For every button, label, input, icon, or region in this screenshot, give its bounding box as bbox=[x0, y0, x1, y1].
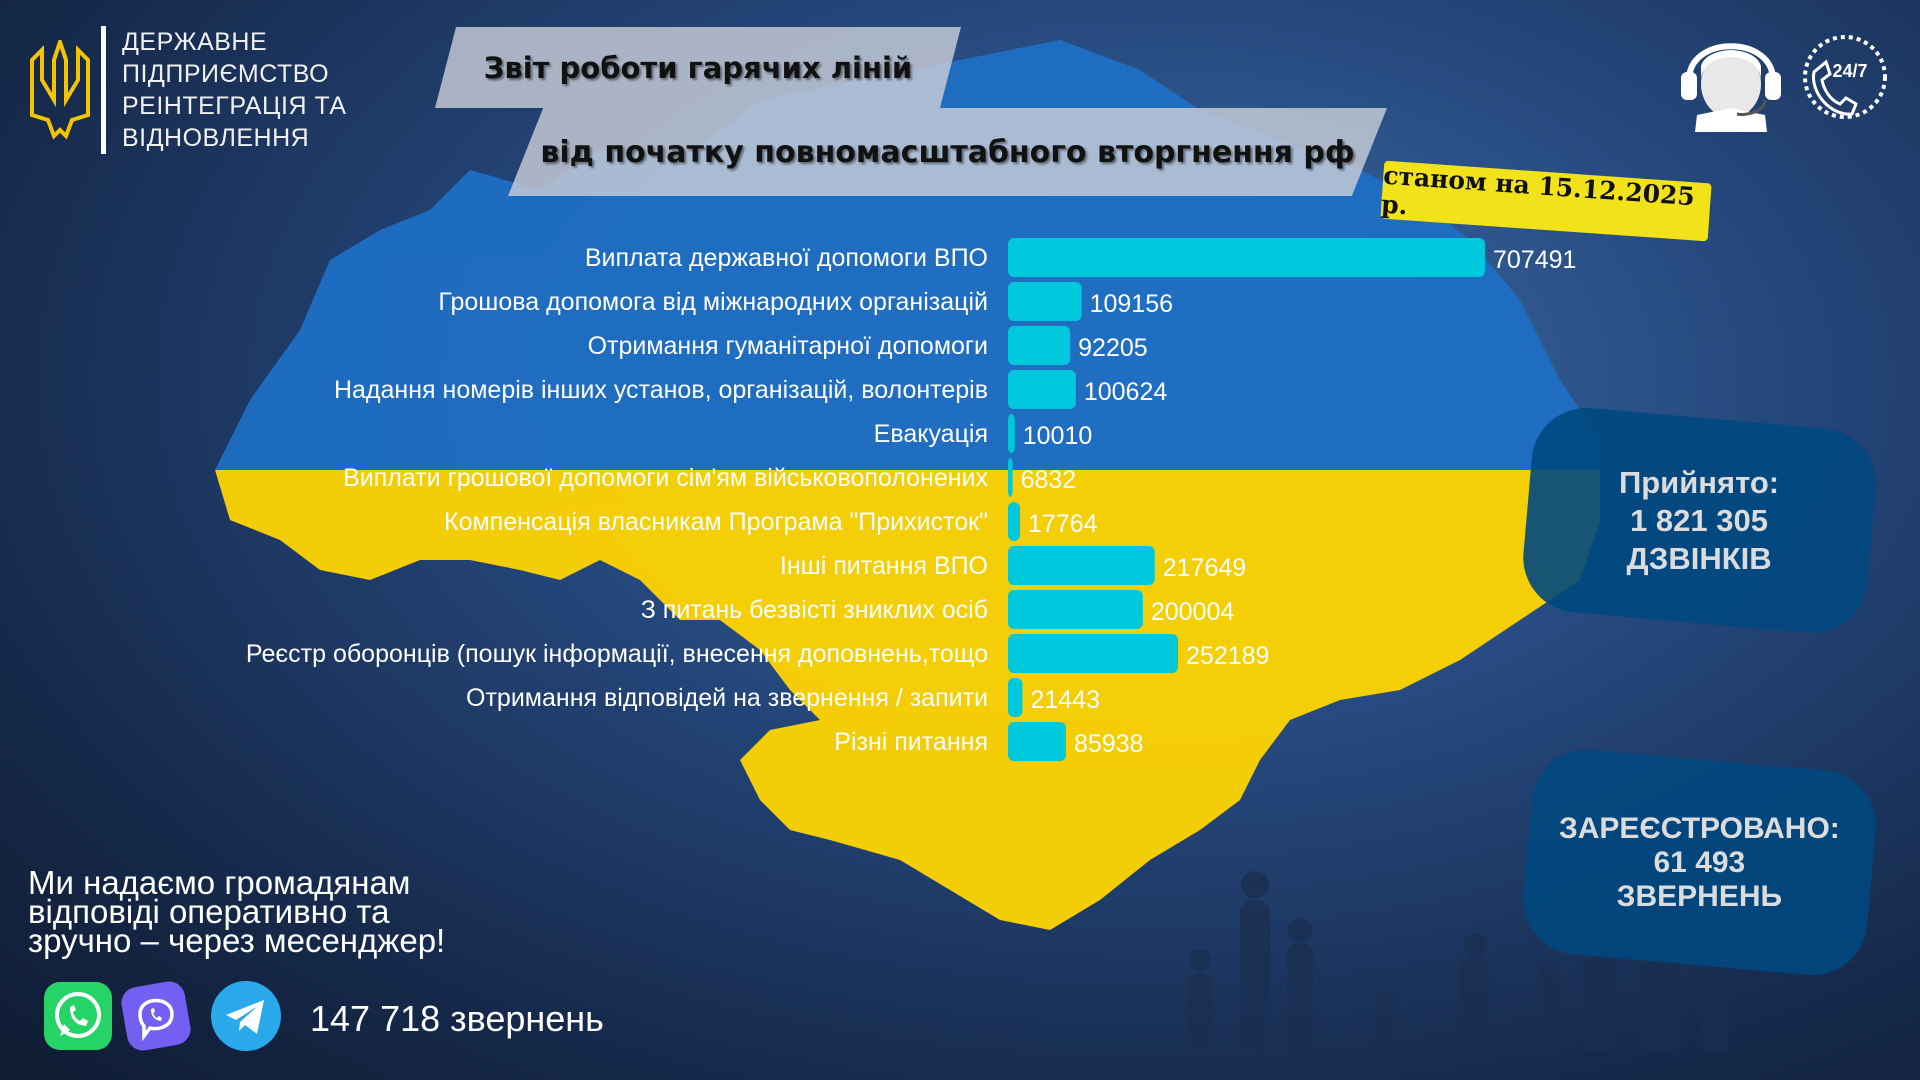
category-label: Виплати грошової допомоги сім'ям військо… bbox=[343, 464, 988, 492]
accepted-calls-box: Прийнято: 1 821 305 ДЗВІНКІВ bbox=[1518, 403, 1881, 638]
org-line: ВІДНОВЛЕННЯ bbox=[122, 124, 310, 152]
data-label: 200004 bbox=[1151, 598, 1235, 626]
support-label: 24/7 bbox=[1832, 61, 1867, 81]
category-label: Евакуація bbox=[874, 420, 988, 448]
headset-operator-icon bbox=[1681, 43, 1781, 132]
bar bbox=[1008, 546, 1155, 585]
accepted-unit: ДЗВІНКІВ bbox=[1626, 540, 1773, 576]
category-label: Виплата державної допомоги ВПО bbox=[585, 244, 988, 272]
registered-label: ЗАРЕЄСТРОВАНО: bbox=[1559, 811, 1840, 845]
category-label: Отримання гуманітарної допомоги bbox=[588, 332, 988, 360]
org-line: РЕІНТЕГРАЦІЯ ТА bbox=[122, 92, 347, 120]
category-label: Грошова допомога від міжнародних організ… bbox=[438, 288, 988, 316]
registered-unit: ЗВЕРНЕНЬ bbox=[1616, 879, 1783, 913]
data-label: 17764 bbox=[1028, 510, 1098, 538]
bar bbox=[1008, 722, 1066, 761]
telegram-icon[interactable] bbox=[210, 980, 282, 1052]
bar bbox=[1008, 458, 1013, 497]
data-label: 85938 bbox=[1074, 730, 1144, 758]
category-label: Надання номерів інших установ, організац… bbox=[334, 376, 988, 404]
bar bbox=[1008, 326, 1071, 365]
data-label: 10010 bbox=[1023, 422, 1093, 450]
category-label: Реєстр оборонців (пошук інформації, внес… bbox=[246, 640, 988, 668]
bar bbox=[1008, 590, 1143, 629]
whatsapp-icon[interactable] bbox=[42, 980, 114, 1052]
title-text: Звіт роботи гарячих ліній bbox=[483, 50, 913, 85]
bar bbox=[1008, 634, 1179, 673]
phone-24-7-icon: 24/7 bbox=[1803, 35, 1887, 119]
trident-icon bbox=[30, 40, 90, 140]
messenger-requests-count: 147 718 звернень bbox=[310, 998, 604, 1039]
registered-value: 61 493 bbox=[1653, 845, 1746, 879]
organization-name: ДЕРЖАВНЕ ПІДПРИЄМСТВО РЕІНТЕГРАЦІЯ ТА ВІ… bbox=[122, 26, 347, 154]
category-label: Отримання відповідей на звернення / запи… bbox=[466, 684, 988, 712]
org-line: ДЕРЖАВНЕ bbox=[122, 28, 268, 56]
bar bbox=[1008, 282, 1082, 321]
data-label: 92205 bbox=[1078, 334, 1148, 362]
bar bbox=[1008, 414, 1015, 453]
viber-icon[interactable] bbox=[120, 980, 192, 1052]
tagline-line: відповіді оперативно та bbox=[28, 893, 390, 930]
category-label: Різні питання bbox=[834, 728, 988, 756]
tagline-line: зручно – через месенджер! bbox=[28, 922, 446, 959]
tagline-line: Ми надаємо громадянам bbox=[28, 864, 411, 901]
accepted-value: 1 821 305 bbox=[1630, 502, 1769, 538]
report-title: Звіт роботи гарячих ліній bbox=[435, 27, 961, 108]
category-label: Інші питання ВПО bbox=[780, 552, 988, 580]
data-label: 109156 bbox=[1090, 290, 1173, 318]
logo-divider bbox=[101, 26, 106, 154]
data-label: 217649 bbox=[1163, 554, 1246, 582]
data-label: 6832 bbox=[1021, 466, 1077, 494]
bar bbox=[1008, 502, 1020, 541]
category-label: З питань безвісті зниклих осіб bbox=[641, 596, 988, 624]
data-label: 100624 bbox=[1084, 378, 1168, 406]
bar bbox=[1008, 370, 1076, 409]
data-label: 252189 bbox=[1186, 642, 1269, 670]
org-line: ПІДПРИЄМСТВО bbox=[122, 60, 330, 88]
category-label: Компенсація власникам Програма "Прихисто… bbox=[444, 508, 988, 536]
registered-requests-box: ЗАРЕЄСТРОВАНО: 61 493 ЗВЕРНЕНЬ bbox=[1518, 745, 1881, 980]
data-label: 21443 bbox=[1030, 686, 1100, 714]
accepted-label: Прийнято: bbox=[1619, 464, 1780, 500]
bar bbox=[1008, 678, 1023, 717]
data-label: 707491 bbox=[1493, 246, 1576, 274]
messenger-tagline: Ми надаємо громадянам відповіді оператив… bbox=[28, 864, 528, 959]
subtitle-text: від початку повномасштабного вторгнення … bbox=[540, 134, 1355, 170]
bar bbox=[1008, 238, 1485, 277]
report-subtitle: від початку повномасштабного вторгнення … bbox=[508, 108, 1387, 196]
